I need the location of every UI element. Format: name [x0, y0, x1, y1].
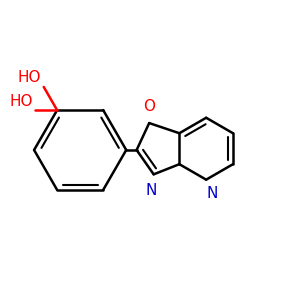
Text: O: O [143, 99, 155, 114]
Text: HO: HO [18, 70, 41, 86]
Text: HO: HO [10, 94, 33, 109]
Text: N: N [145, 183, 156, 198]
Text: N: N [206, 186, 218, 201]
